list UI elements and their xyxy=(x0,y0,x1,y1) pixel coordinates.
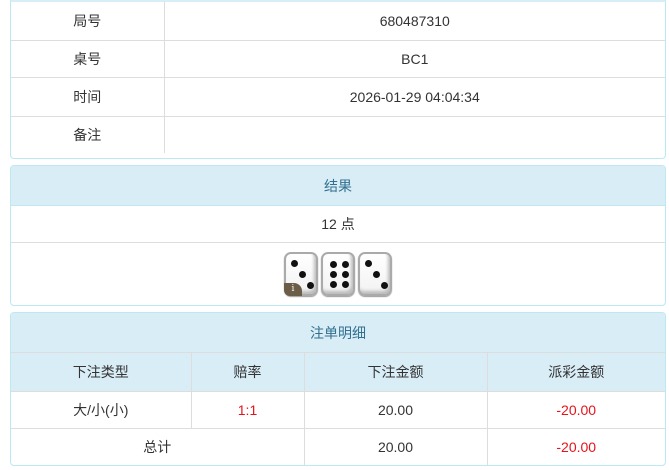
label: 桌号 xyxy=(11,39,165,78)
die-pip xyxy=(342,271,349,278)
total-label: 总计 xyxy=(11,427,305,465)
payout: -20.00 xyxy=(486,390,665,429)
table-id-value: BC1 xyxy=(163,39,665,78)
die-pip xyxy=(381,282,388,289)
die-pip xyxy=(365,260,372,267)
bet-detail-table: 下注类型 赔率 下注金额 派彩金额 大/小(小) 1:1 20.00 -20.0… xyxy=(11,353,665,465)
die-face-6 xyxy=(321,252,355,296)
label: 时间 xyxy=(11,76,165,117)
die-pip xyxy=(307,282,314,289)
table-header: 下注类型 赔率 下注金额 派彩金额 xyxy=(11,353,665,392)
remark-value xyxy=(163,115,665,153)
label: 局号 xyxy=(11,2,165,41)
die-pip xyxy=(330,271,337,278)
result-points: 12 点 xyxy=(11,206,665,243)
die-face-3: i xyxy=(284,252,318,296)
die-pip xyxy=(373,271,380,278)
die-pip xyxy=(342,281,349,288)
info-badge-icon[interactable]: i xyxy=(284,283,302,296)
header-bet-type: 下注类型 xyxy=(11,353,192,392)
die-face-3 xyxy=(358,252,392,296)
bet-amount: 20.00 xyxy=(303,390,488,429)
result-title: 结果 xyxy=(11,166,665,206)
table-row: 大/小(小) 1:1 20.00 -20.00 xyxy=(11,390,665,429)
header-payout: 派彩金额 xyxy=(486,353,665,392)
header-bet-amount: 下注金额 xyxy=(303,353,488,392)
dice-row: i xyxy=(11,243,665,305)
die-pip xyxy=(299,271,306,278)
header-odds: 赔率 xyxy=(190,353,305,392)
label: 备注 xyxy=(11,115,165,153)
die-pip xyxy=(342,261,349,268)
row-round-id: 局号 680487310 xyxy=(11,2,665,41)
die-pip xyxy=(330,261,337,268)
round-id-value: 680487310 xyxy=(163,2,665,41)
bet-type: 大/小(小) xyxy=(11,390,192,429)
bet-detail-panel: 注单明细 下注类型 赔率 下注金额 派彩金额 大/小(小) 1:1 20.00 … xyxy=(10,312,666,466)
result-panel: 结果 12 点 i xyxy=(10,165,666,306)
die-pip xyxy=(330,281,337,288)
row-remark: 备注 xyxy=(11,115,665,153)
row-table-id: 桌号 BC1 xyxy=(11,39,665,78)
die-pip xyxy=(291,260,298,267)
odds: 1:1 xyxy=(190,390,305,429)
round-info-table: 局号 680487310 桌号 BC1 时间 2026-01-29 04:04:34 … xyxy=(11,2,665,153)
total-row: 总计 20.00 -20.00 xyxy=(11,427,665,465)
round-info-panel: 局号 680487310 桌号 BC1 时间 2026-01-29 04:04:34 … xyxy=(10,0,666,159)
total-payout: -20.00 xyxy=(486,427,665,465)
row-time: 时间 2026-01-29 04:04:34 xyxy=(11,76,665,117)
total-amount: 20.00 xyxy=(303,427,488,465)
bet-detail-title: 注单明细 xyxy=(11,313,665,353)
time-value: 2026-01-29 04:04:34 xyxy=(163,76,665,117)
